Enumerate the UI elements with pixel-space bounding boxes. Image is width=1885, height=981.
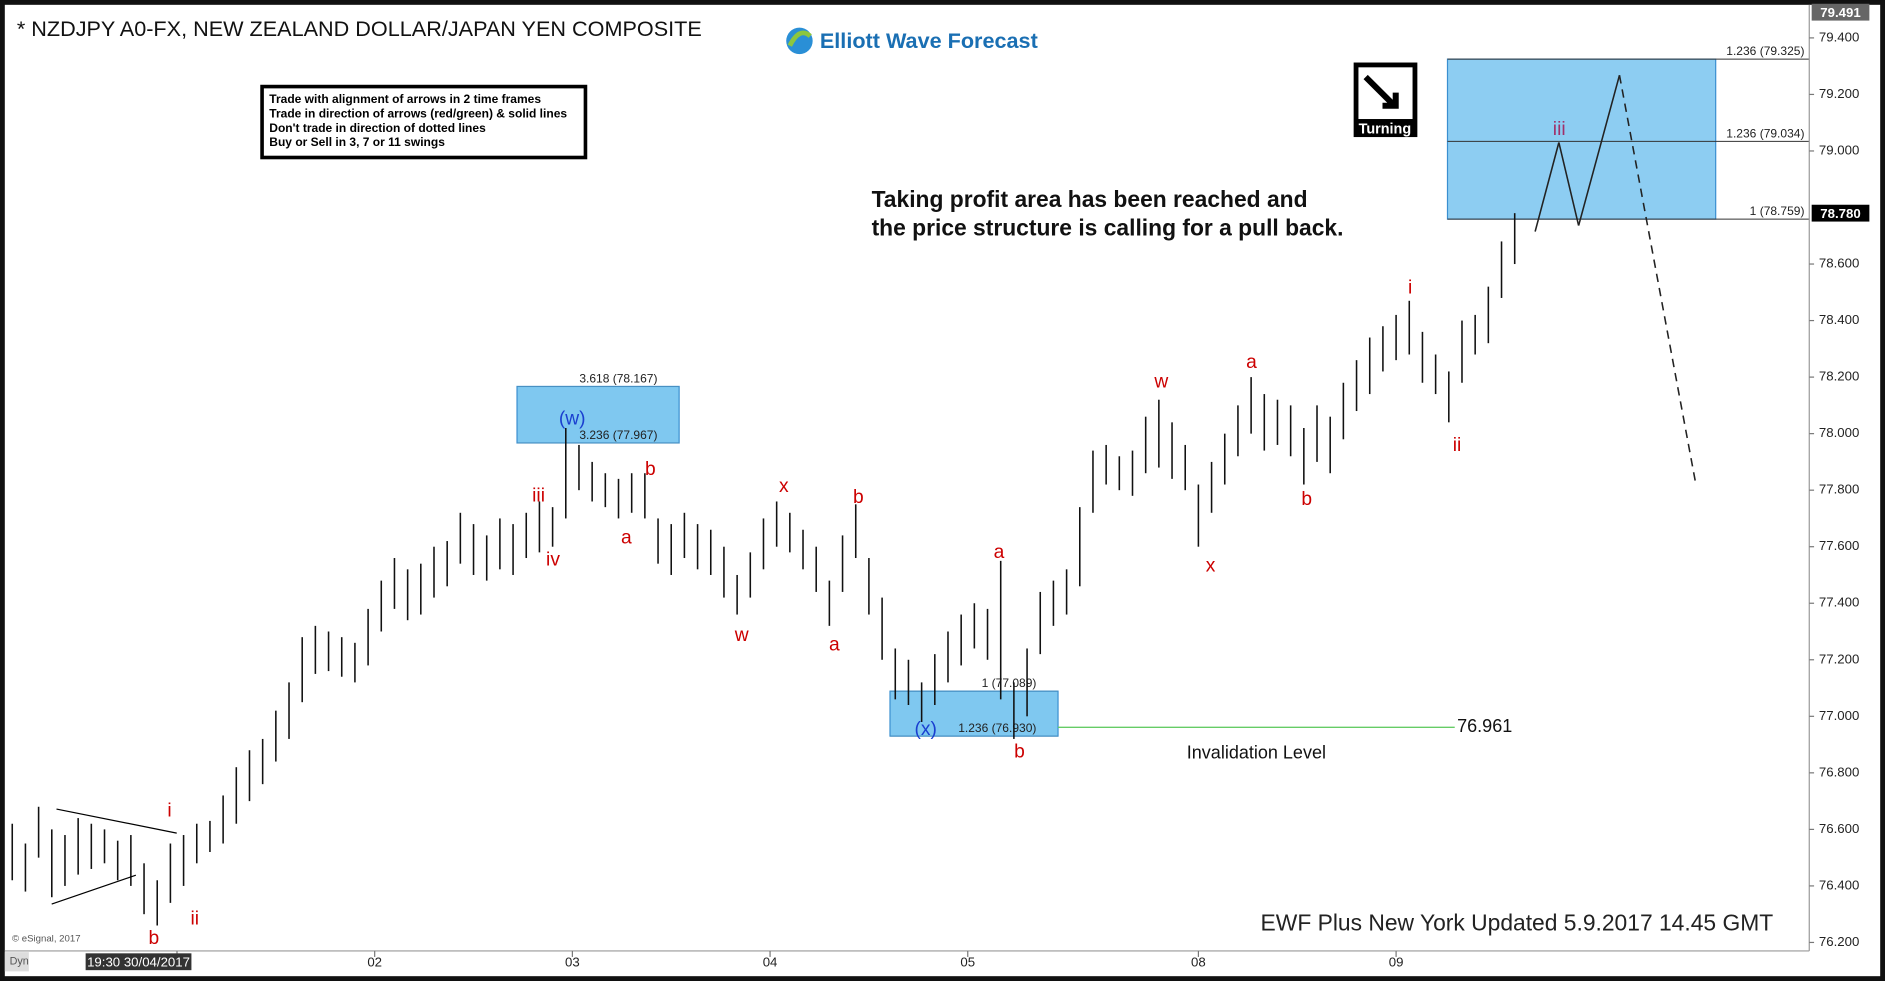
x-tick-label: 02 — [367, 954, 382, 969]
y-tick-label: 78.400 — [1819, 312, 1859, 327]
projection-segment — [1577, 75, 1621, 226]
y-tick-label: 78.200 — [1819, 369, 1859, 384]
annotation-line: the price structure is calling for a pul… — [872, 215, 1344, 241]
wave-label: ii — [1453, 435, 1462, 456]
wave-label: x — [1206, 555, 1216, 576]
wave-label: w — [1153, 371, 1168, 392]
x-tick-label: 09 — [1389, 954, 1404, 969]
fib-label: 1.236 (79.325) — [1726, 44, 1804, 58]
x-tick-label: 19:30 30/04/2017 — [87, 954, 190, 969]
badge-label: Turning — [1359, 122, 1412, 138]
y-tick-label: 79.200 — [1819, 86, 1859, 101]
projection-segment — [1534, 142, 1560, 232]
wave-label: a — [829, 635, 840, 656]
fib-label: 1.236 (76.930) — [958, 721, 1036, 735]
rule-line: Trade with alignment of arrows in 2 time… — [269, 92, 541, 106]
wave-label: b — [149, 928, 160, 949]
rule-line: Buy or Sell in 3, 7 or 11 swings — [269, 135, 445, 149]
wave-label: b — [1014, 742, 1025, 763]
price-marker-label: 79.491 — [1820, 5, 1860, 20]
triangle-pattern — [51, 808, 177, 905]
y-tick-label: 76.800 — [1819, 764, 1859, 779]
footer: EWF Plus New York Updated 5.9.2017 14.45… — [1261, 910, 1774, 936]
y-tick-label: 77.000 — [1819, 708, 1859, 723]
invalidation-label: Invalidation Level — [1187, 743, 1326, 763]
wave-label: a — [1246, 352, 1257, 373]
wave-label: iii — [1553, 119, 1566, 140]
plot-area: 3.618 (78.167) 3.236 (77.967) 1 (77.089) 1.… — [11, 44, 1810, 949]
y-tick-label: 77.400 — [1819, 595, 1859, 610]
x-tick-label: 05 — [960, 954, 975, 969]
y-tick-label: 78.000 — [1819, 425, 1859, 440]
wave-label: w — [734, 625, 749, 646]
wave-label: a — [994, 542, 1005, 563]
wave-label: b — [1301, 489, 1312, 510]
fib-label: 1.236 (79.034) — [1726, 126, 1804, 140]
logo: Elliott Wave Forecast — [781, 16, 1061, 63]
wave-label: b — [853, 487, 864, 508]
price-marker-label: 78.780 — [1820, 206, 1860, 221]
wave-label: iv — [546, 549, 560, 570]
target-zone — [1446, 58, 1717, 220]
y-tick-label: 77.600 — [1819, 538, 1859, 553]
rules-frame — [260, 84, 588, 160]
wave-label: a — [621, 528, 632, 549]
triangle-line — [51, 874, 137, 905]
wave-label: (w) — [559, 409, 586, 430]
turning-badge: Turning — [1353, 62, 1418, 138]
projection-segment — [1618, 75, 1697, 485]
x-tick-label: 03 — [565, 954, 580, 969]
rule-line: Trade in direction of arrows (red/green)… — [269, 106, 567, 120]
wave-label: ii — [190, 909, 199, 930]
y-tick-label: 77.800 — [1819, 482, 1859, 497]
projection-segment — [1558, 142, 1580, 226]
x-cursor-box — [85, 953, 192, 971]
y-tick-label: 76.400 — [1819, 877, 1859, 892]
corner-box — [4, 952, 29, 972]
logo-background — [781, 16, 1061, 63]
wave-label: x — [779, 476, 789, 497]
price-marker — [1811, 3, 1870, 21]
price-marker — [1811, 204, 1870, 222]
annotation-line: Taking profit area has been reached and — [872, 186, 1308, 212]
rules-box: Trade with alignment of arrows in 2 time… — [260, 84, 588, 160]
y-tick-label: 79.400 — [1819, 29, 1859, 44]
wave-label: b — [645, 459, 656, 480]
y-tick-label: 77.200 — [1819, 651, 1859, 666]
credit: © eSignal, 2017 — [12, 933, 81, 944]
fib-label: 3.618 (78.167) — [579, 371, 657, 385]
y-tick-label: 76.200 — [1819, 934, 1859, 949]
triangle-line — [56, 808, 177, 834]
y-tick-label: 79.000 — [1819, 142, 1859, 157]
rule-line: Don't trade in direction of dotted lines — [269, 121, 486, 135]
target-zone — [889, 690, 1059, 737]
logo-text: Elliott Wave Forecast — [820, 28, 1038, 53]
chart-title: * NZDJPY A0-FX, NEW ZEALAND DOLLAR/JAPAN… — [17, 16, 702, 41]
y-tick-label: 76.600 — [1819, 821, 1859, 836]
fib-label: 3.236 (77.967) — [579, 428, 657, 442]
x-tick-label: 04 — [763, 954, 778, 969]
wave-label: i — [1408, 278, 1412, 299]
wave-label: (x) — [914, 719, 936, 740]
logo-swoosh — [787, 30, 812, 47]
wave-label: iii — [532, 486, 545, 507]
badge-arrow — [1363, 74, 1399, 109]
fib-label: 1 (77.089) — [982, 676, 1037, 690]
wave-label: i — [167, 801, 171, 822]
invalidation-value: 76.961 — [1457, 716, 1512, 736]
corner-label: Dyn — [10, 956, 29, 968]
x-tick-label: 08 — [1191, 954, 1206, 969]
y-tick-label: 78.600 — [1819, 256, 1859, 271]
fib-label: 1 (78.759) — [1750, 204, 1805, 218]
